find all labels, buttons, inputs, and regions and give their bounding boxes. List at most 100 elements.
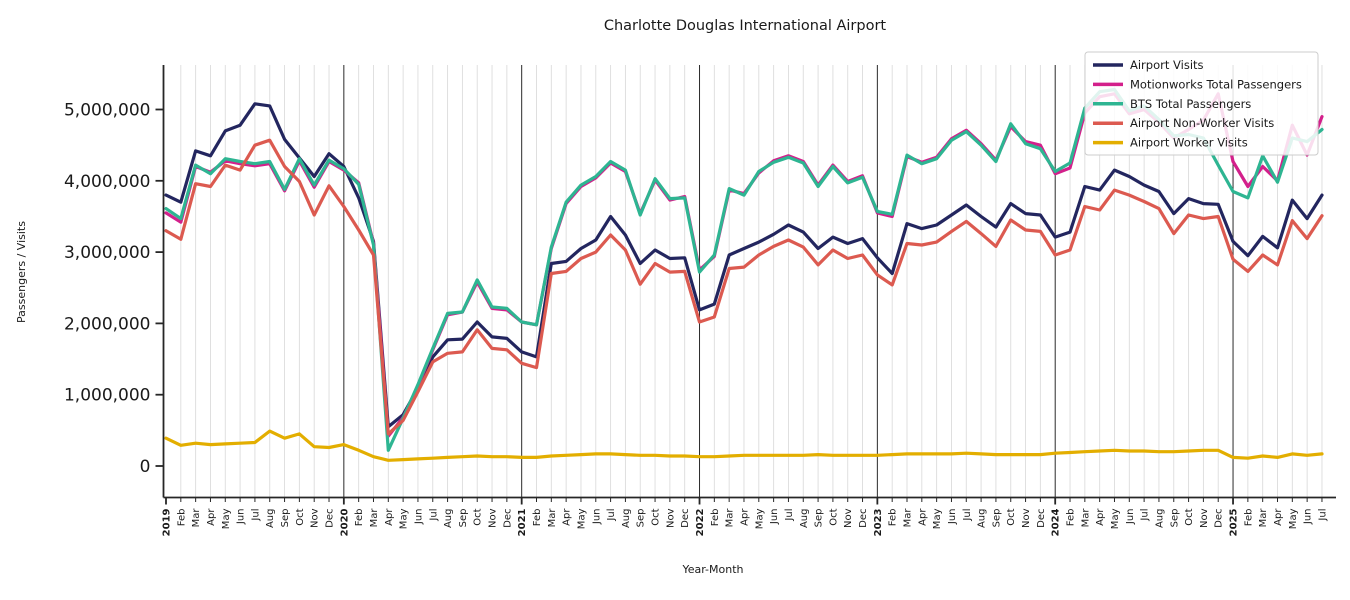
- x-tick-label: Nov: [310, 508, 321, 528]
- y-tick-label: 0: [140, 457, 151, 477]
- x-tick-label: Feb: [888, 509, 899, 527]
- x-tick-label: Apr: [562, 508, 573, 526]
- x-tick-label: Oct: [828, 508, 839, 525]
- y-tick-label: 2,000,000: [64, 314, 151, 334]
- x-tick-label: Jun: [947, 509, 958, 526]
- legend: Airport Visits Motionworks Total Passenge…: [1084, 51, 1319, 156]
- y-tick-label: 5,000,000: [64, 101, 151, 121]
- x-tick-label: Dec: [325, 509, 336, 528]
- legend-item-airport-worker-visits: Airport Worker Visits: [1093, 136, 1248, 150]
- x-tick-label: Nov: [1021, 508, 1032, 528]
- series-line-airport-non-worker-visits: [164, 138, 1324, 436]
- x-tick-label: Aug: [265, 509, 276, 529]
- x-tick-label: Jul: [962, 509, 973, 522]
- x-tick-label: Dec: [502, 509, 513, 528]
- x-tick-label: May: [754, 508, 765, 529]
- x-tick-label: Jun: [413, 509, 424, 526]
- legend-item-airport-non-worker-visits: Airport Non-Worker Visits: [1093, 116, 1274, 130]
- x-tick-label: Jun: [769, 509, 780, 526]
- y-axis-label: Passengers / Visits: [15, 221, 28, 323]
- x-tick-label: Oct: [651, 508, 662, 525]
- y-tick-label: 3,000,000: [64, 243, 151, 263]
- legend-label: Airport Worker Visits: [1130, 136, 1248, 150]
- x-tick-label: Oct: [1184, 508, 1195, 525]
- x-tick-label: 2024: [1051, 508, 1062, 536]
- x-tick-label: Apr: [739, 508, 750, 526]
- x-tick-label: Aug: [1154, 509, 1165, 529]
- legend-item-motionworks-total-passengers: Motionworks Total Passengers: [1093, 77, 1302, 91]
- x-tick-label: Nov: [665, 508, 676, 528]
- x-tick-label: May: [1110, 508, 1121, 529]
- x-tick-label: Sep: [1169, 509, 1180, 528]
- x-tick-label: 2023: [873, 508, 884, 536]
- x-tick-label: Nov: [1199, 508, 1210, 528]
- x-tick-label: Feb: [354, 509, 365, 527]
- legend-label: Airport Non-Worker Visits: [1130, 116, 1274, 130]
- x-tick-label: Mar: [369, 508, 380, 528]
- x-tick-label: Jul: [250, 509, 261, 522]
- series-line-airport-worker-visits: [164, 429, 1324, 462]
- x-tick-label: Aug: [443, 509, 454, 529]
- x-tick-label: Feb: [1243, 509, 1254, 527]
- x-tick-label: Apr: [384, 508, 395, 526]
- x-tick-label: Feb: [710, 509, 721, 527]
- x-tick-label: Oct: [295, 508, 306, 525]
- x-tick-label: May: [1288, 508, 1299, 529]
- x-tick-label: Oct: [473, 508, 484, 525]
- x-tick-label: Dec: [858, 509, 869, 528]
- x-tick-label: Jun: [236, 509, 247, 526]
- x-tick-label: Mar: [1080, 508, 1091, 528]
- x-tick-label: Mar: [1258, 508, 1269, 528]
- x-tick-label: Nov: [843, 508, 854, 528]
- x-tick-label: Dec: [1036, 509, 1047, 528]
- x-tick-label: Mar: [903, 508, 914, 528]
- x-tick-label: Sep: [814, 509, 825, 528]
- x-tick-label: Sep: [458, 509, 469, 528]
- x-tick-label: May: [576, 508, 587, 529]
- x-tick-label: Jul: [1140, 509, 1151, 522]
- axes: 0 1,000,000 2,000,000 3,000,000 4,000,000 5,0…: [64, 65, 1336, 536]
- series-line-airport-visits: [164, 102, 1324, 429]
- x-tick-label: Mar: [191, 508, 202, 528]
- x-tick-label: Jun: [591, 509, 602, 526]
- x-tick-label: Apr: [917, 508, 928, 526]
- x-tick-label: Aug: [621, 509, 632, 529]
- x-tick-label: Jun: [1125, 509, 1136, 526]
- x-tick-label: Dec: [1214, 509, 1225, 528]
- y-tick-label: 4,000,000: [64, 172, 151, 192]
- x-tick-label: Aug: [977, 509, 988, 529]
- x-tick-label: 2019: [162, 508, 173, 536]
- y-tick-label: 1,000,000: [64, 386, 151, 406]
- x-tick-label: Feb: [532, 509, 543, 527]
- x-tick-label: 2021: [517, 508, 528, 536]
- legend-label: Airport Visits: [1130, 58, 1204, 72]
- legend-item-airport-visits: Airport Visits: [1093, 58, 1204, 72]
- x-tick-label: 2025: [1229, 508, 1240, 536]
- legend-label: BTS Total Passengers: [1130, 97, 1251, 111]
- x-tick-label: Mar: [547, 508, 558, 528]
- x-tick-label: Apr: [1095, 508, 1106, 526]
- legend-label: Motionworks Total Passengers: [1130, 77, 1302, 91]
- x-tick-label: Sep: [280, 509, 291, 528]
- x-tick-label: Dec: [680, 509, 691, 528]
- x-tick-label: May: [932, 508, 943, 529]
- x-tick-label: 2020: [339, 508, 350, 536]
- legend-box: [1084, 51, 1319, 156]
- x-tick-label: Mar: [725, 508, 736, 528]
- x-axis-label: Year-Month: [681, 563, 743, 576]
- gridlines: [180, 65, 1323, 498]
- x-tick-label: Jul: [428, 509, 439, 522]
- x-tick-label: 2022: [695, 508, 706, 536]
- x-tick-label: Sep: [991, 509, 1002, 528]
- chart-title: Charlotte Douglas International Airport: [604, 18, 887, 34]
- x-tick-label: Sep: [636, 509, 647, 528]
- x-tick-label: Nov: [488, 508, 499, 528]
- x-tick-label: Jul: [784, 509, 795, 522]
- x-tick-label: May: [399, 508, 410, 529]
- x-tick-label: Oct: [1006, 508, 1017, 525]
- x-tick-label: Jul: [606, 509, 617, 522]
- x-tick-label: Apr: [1273, 508, 1284, 526]
- legend-item-bts-total-passengers: BTS Total Passengers: [1093, 97, 1251, 111]
